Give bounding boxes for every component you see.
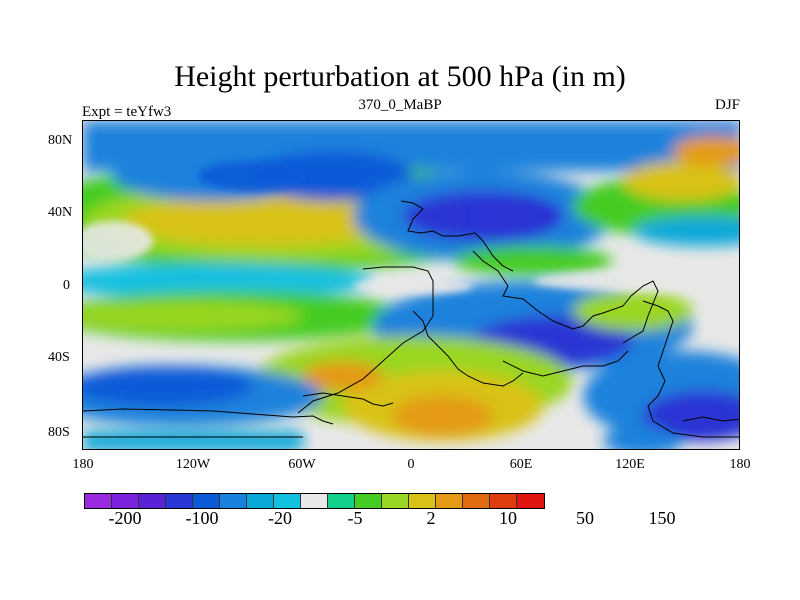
- lon-tick-60w: 60W: [288, 457, 316, 472]
- lat-tick-80s: 80S: [48, 425, 70, 440]
- colorbar-swatch: [301, 494, 328, 508]
- colorbar-label: -100: [185, 508, 219, 528]
- lon-tick-120e: 120E: [615, 457, 645, 472]
- colorbar-label: 150: [648, 508, 676, 528]
- colorbar-label: -5: [347, 508, 363, 528]
- colorbar-label: -200: [108, 508, 142, 528]
- lat-tick-0: 0: [63, 278, 70, 293]
- colorbar-swatch: [193, 494, 220, 508]
- colorbar-swatch: [463, 494, 490, 508]
- season-label: DJF: [714, 97, 740, 113]
- lon-tick-180e: 180: [729, 457, 751, 472]
- colorbar-swatch: [112, 494, 139, 508]
- colorbar-swatch: [490, 494, 517, 508]
- colorbar-swatch: [517, 494, 544, 508]
- lat-tick-40s: 40S: [48, 350, 70, 365]
- period-label: 370_0_MaBP: [358, 97, 442, 113]
- lon-tick-60e: 60E: [509, 457, 533, 472]
- colorbar-swatch: [355, 494, 382, 508]
- colorbar-swatch: [220, 494, 247, 508]
- contour-fill: [83, 121, 739, 449]
- colorbar-label: 50: [576, 508, 594, 528]
- colorbar-swatch: [328, 494, 355, 508]
- colorbar-swatch: [85, 494, 112, 508]
- colorbar-swatch: [382, 494, 409, 508]
- colorbar-swatch: [166, 494, 193, 508]
- lon-tick-120w: 120W: [175, 457, 211, 472]
- colorbar-label: 2: [426, 508, 436, 528]
- lon-tick-0: 0: [407, 457, 415, 472]
- colorbar-swatch: [139, 494, 166, 508]
- coastlines: [83, 200, 739, 438]
- contour-map: [82, 120, 740, 450]
- lat-tick-80n: 80N: [48, 133, 73, 148]
- colorbar-swatch: [274, 494, 301, 508]
- colorbar-label: -20: [268, 508, 292, 528]
- colorbar-label: 10: [499, 508, 517, 528]
- colorbar-swatch: [409, 494, 436, 508]
- lat-tick-40n: 40N: [48, 205, 73, 220]
- experiment-label: Expt = teYfw3: [82, 104, 172, 120]
- plot-title: Height perturbation at 500 hPa (in m): [174, 60, 626, 93]
- colorbar: [84, 493, 545, 509]
- colorbar-swatch: [247, 494, 274, 508]
- lon-tick-180w: 180: [72, 457, 94, 472]
- colorbar-swatch: [436, 494, 463, 508]
